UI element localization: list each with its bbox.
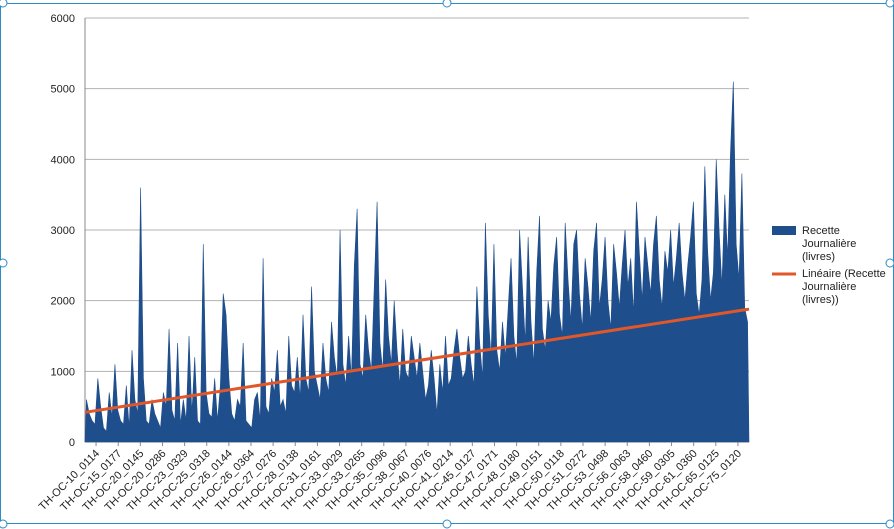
y-tick-label: 5000 — [51, 84, 75, 96]
handle-top-right[interactable] — [885, 0, 894, 8]
handle-top-middle[interactable] — [442, 0, 452, 8]
legend-label-area: Recette Journalière (livres) — [802, 225, 859, 263]
legend-label-trendline: Linéaire (Recette Journalière (livres)) — [802, 268, 889, 306]
handle-bottom-right[interactable] — [885, 519, 894, 529]
series-trendline[interactable] — [84, 307, 750, 414]
y-tick-label: 3000 — [51, 225, 75, 237]
y-tick-label: 1000 — [51, 366, 75, 378]
plot-area[interactable]: 0100020003000400050006000TH-OC-10_0114TH… — [37, 13, 750, 514]
handle-bottom-middle[interactable] — [442, 519, 452, 529]
selection-border — [0, 3, 894, 524]
handle-middle-left[interactable] — [0, 258, 8, 268]
y-tick-label: 4000 — [51, 154, 75, 166]
handle-top-left[interactable] — [0, 0, 8, 8]
legend-swatch-area — [772, 226, 796, 235]
series-area-recette[interactable] — [84, 81, 750, 443]
legend[interactable]: Recette Journalière (livres) Linéaire (R… — [772, 225, 889, 306]
y-tick-label: 0 — [69, 437, 75, 449]
handle-middle-right[interactable] — [885, 258, 894, 268]
y-tick-label: 2000 — [51, 296, 75, 308]
handle-bottom-left[interactable] — [0, 519, 8, 529]
y-tick-label: 6000 — [51, 13, 75, 25]
